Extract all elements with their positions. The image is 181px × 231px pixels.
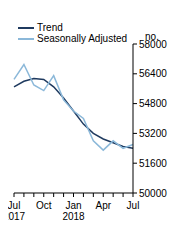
svg-text:Oct: Oct — [36, 200, 52, 211]
svg-text:Jan2018: Jan2018 — [62, 200, 85, 222]
svg-text:no.: no. — [145, 31, 159, 42]
svg-text:53200: 53200 — [139, 128, 167, 139]
svg-text:Jul2017: Jul2017 — [8, 200, 26, 222]
svg-text:50000: 50000 — [139, 188, 167, 199]
html-text:Seasonally Adjusted: Seasonally Adjusted — [37, 33, 128, 44]
svg-text:58000: 58000 — [139, 38, 167, 50]
svg-text:Apr: Apr — [95, 200, 111, 211]
svg-text:56400: 56400 — [139, 68, 167, 79]
svg-text:51600: 51600 — [139, 158, 167, 169]
html-text:Trend: Trend — [37, 22, 63, 33]
svg-text:54800: 54800 — [139, 98, 167, 109]
svg-text:Jul: Jul — [127, 200, 140, 211]
